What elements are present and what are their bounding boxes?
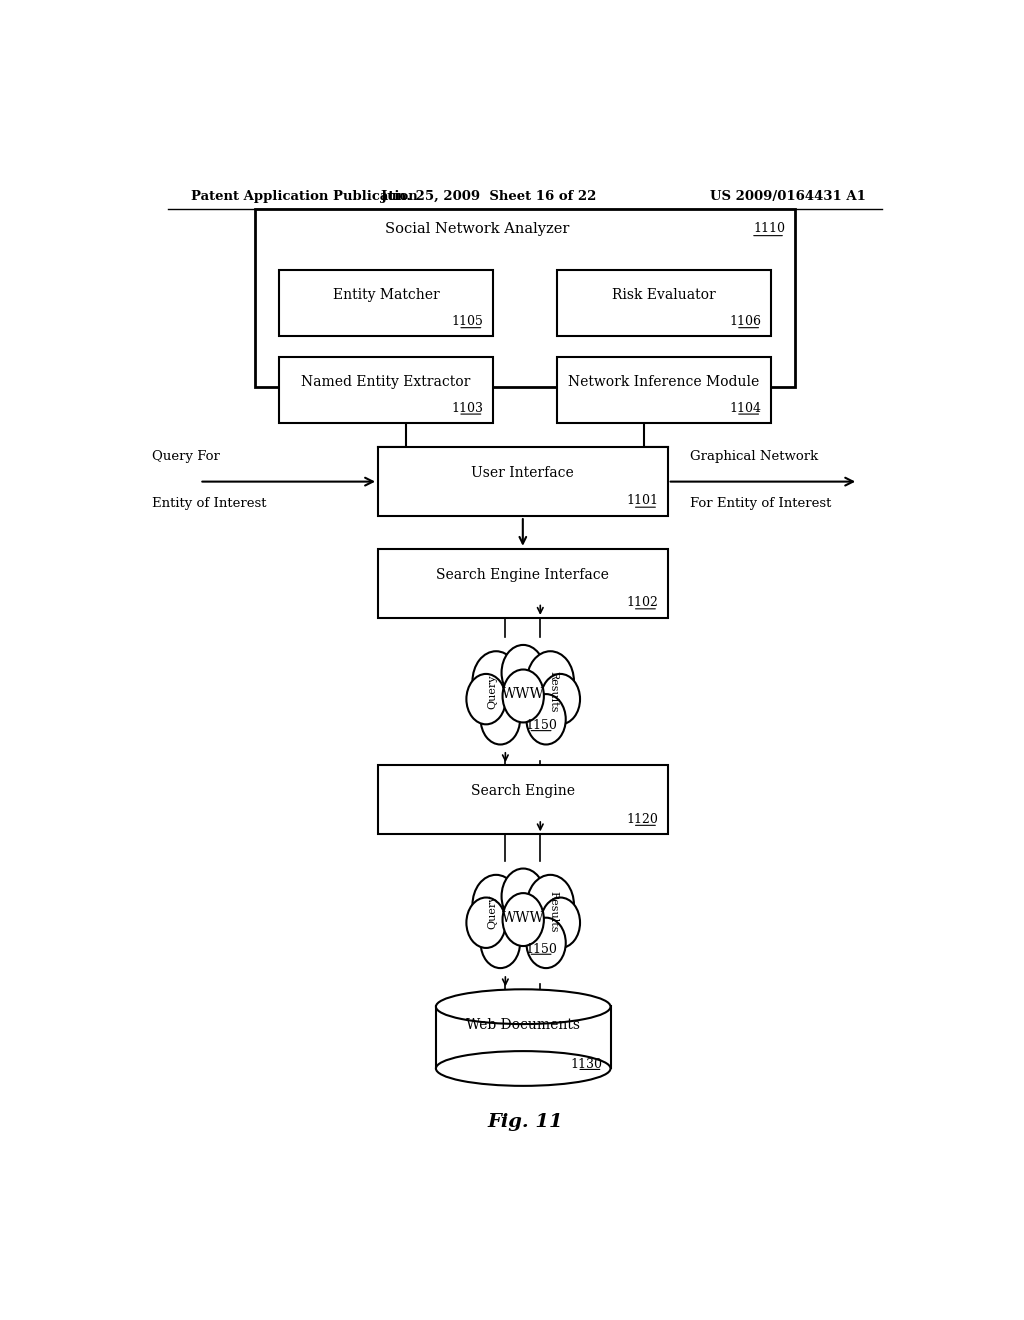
- Text: Query: Query: [487, 675, 498, 709]
- Text: 1103: 1103: [452, 401, 483, 414]
- Text: Search Engine Interface: Search Engine Interface: [436, 568, 609, 582]
- Text: Risk Evaluator: Risk Evaluator: [611, 288, 716, 302]
- Circle shape: [480, 694, 520, 744]
- FancyBboxPatch shape: [378, 447, 668, 516]
- Circle shape: [526, 917, 565, 968]
- Text: Patent Application Publication: Patent Application Publication: [191, 190, 418, 202]
- FancyBboxPatch shape: [557, 356, 771, 422]
- Circle shape: [502, 869, 545, 924]
- Text: 1150: 1150: [525, 719, 557, 733]
- Bar: [436, 1006, 610, 1068]
- Text: 1105: 1105: [452, 315, 483, 329]
- Text: 1120: 1120: [627, 813, 658, 825]
- Ellipse shape: [436, 1051, 610, 1086]
- Text: US 2009/0164431 A1: US 2009/0164431 A1: [711, 190, 866, 202]
- Circle shape: [503, 669, 544, 722]
- Text: For Entity of Interest: For Entity of Interest: [690, 498, 831, 511]
- Text: Entity of Interest: Entity of Interest: [152, 498, 266, 511]
- Circle shape: [502, 645, 545, 701]
- Text: Search Engine: Search Engine: [471, 784, 574, 799]
- Text: Graphical Network: Graphical Network: [690, 450, 818, 463]
- FancyBboxPatch shape: [279, 271, 494, 337]
- Text: WWW: WWW: [502, 688, 545, 701]
- Text: Query For: Query For: [152, 450, 220, 463]
- FancyBboxPatch shape: [279, 356, 494, 422]
- Circle shape: [480, 917, 520, 968]
- Circle shape: [541, 898, 580, 948]
- FancyBboxPatch shape: [255, 210, 795, 387]
- Text: WWW: WWW: [502, 911, 545, 925]
- Text: 1101: 1101: [626, 495, 658, 507]
- Text: 1150: 1150: [525, 942, 557, 956]
- Circle shape: [466, 675, 506, 725]
- Text: Named Entity Extractor: Named Entity Extractor: [301, 375, 471, 388]
- FancyBboxPatch shape: [557, 271, 771, 337]
- Circle shape: [472, 651, 520, 711]
- Ellipse shape: [436, 989, 610, 1024]
- Circle shape: [503, 894, 544, 946]
- Text: Jun. 25, 2009  Sheet 16 of 22: Jun. 25, 2009 Sheet 16 of 22: [381, 190, 597, 202]
- Text: 1102: 1102: [627, 597, 658, 609]
- Text: Results: Results: [548, 671, 558, 713]
- Text: Fig. 11: Fig. 11: [487, 1113, 562, 1131]
- Text: Social Network Analyzer: Social Network Analyzer: [385, 223, 569, 236]
- FancyBboxPatch shape: [378, 766, 668, 834]
- Text: 1130: 1130: [570, 1059, 602, 1071]
- Text: 1106: 1106: [729, 315, 761, 329]
- Text: Network Inference Module: Network Inference Module: [568, 375, 760, 388]
- Circle shape: [526, 875, 574, 936]
- Circle shape: [541, 675, 580, 725]
- Circle shape: [466, 898, 506, 948]
- Text: Entity Matcher: Entity Matcher: [333, 288, 439, 302]
- Circle shape: [526, 651, 574, 711]
- Circle shape: [526, 694, 565, 744]
- Text: Results: Results: [548, 891, 558, 932]
- Text: 1110: 1110: [753, 223, 785, 235]
- Text: User Interface: User Interface: [471, 466, 574, 480]
- Text: Web Documents: Web Documents: [466, 1019, 581, 1032]
- Text: Query: Query: [487, 895, 498, 929]
- Text: 1104: 1104: [729, 401, 761, 414]
- FancyBboxPatch shape: [378, 549, 668, 618]
- Circle shape: [472, 875, 520, 936]
